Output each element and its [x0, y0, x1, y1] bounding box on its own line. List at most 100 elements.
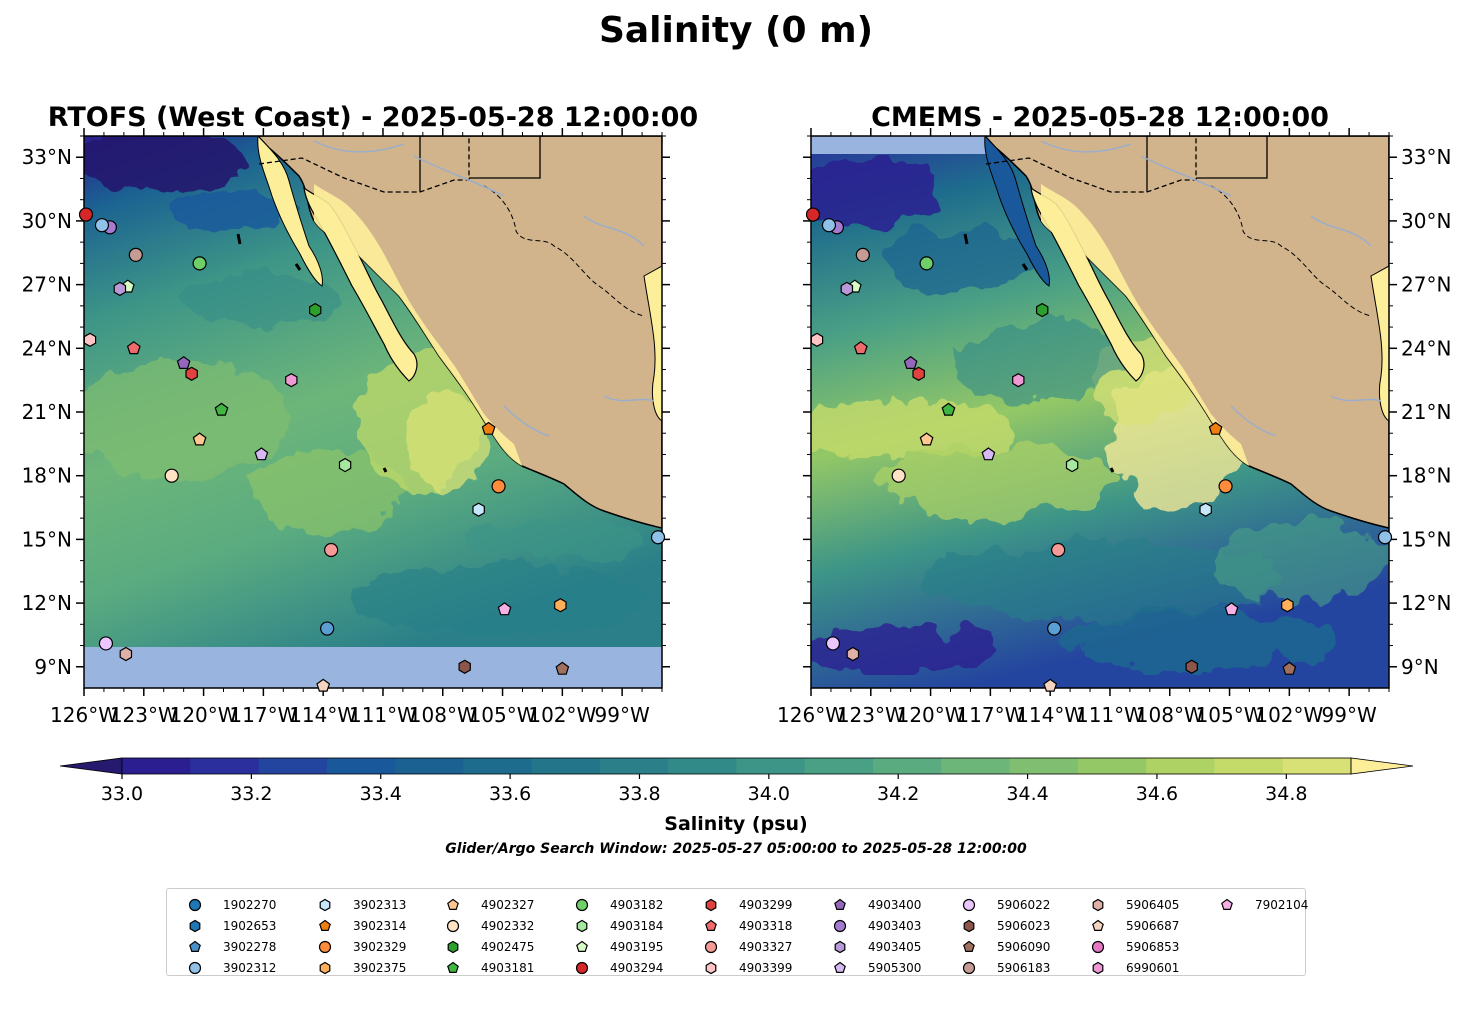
float-marker [1282, 661, 1297, 675]
left-map-title: RTOFS (West Coast) - 2025-05-28 12:00:00 [48, 102, 698, 133]
float-marker [176, 355, 191, 369]
float-marker [1043, 678, 1058, 692]
legend-entry: 5906183 [951, 957, 1050, 978]
nodata-band [811, 136, 991, 154]
float-marker [840, 281, 854, 297]
float-marker [805, 207, 821, 222]
legend-marker [1092, 898, 1104, 911]
lon-tick-label: 117°W [956, 703, 1024, 727]
legend-column: 4903400 4903403 4903405 5905300 [822, 894, 921, 978]
pentagon-marker-icon [447, 898, 459, 910]
legend-label: 4903399 [739, 960, 793, 975]
legend-label: 4903405 [868, 939, 922, 954]
legend-marker [962, 961, 976, 974]
legend-column: 5906022 5906023 5906090 5906183 [951, 894, 1050, 978]
colorbar-tick-label: 34.8 [1265, 783, 1307, 805]
legend-entry: 4903184 [564, 915, 663, 936]
colorbar-segment [1282, 758, 1352, 774]
lat-tick-label: 18°N [1401, 464, 1451, 488]
legend-entry: 3902375 [307, 957, 406, 978]
legend-column: 5906405 5906687 5906853 6990601 [1080, 894, 1179, 978]
float-marker [919, 256, 934, 271]
legend-marker [834, 961, 846, 973]
hexagon-marker-icon [1092, 961, 1104, 974]
lon-tick-label: 111°W [1076, 703, 1144, 727]
float-marker [903, 355, 918, 369]
lon-tick-label: 123°W [110, 703, 178, 727]
legend-label: 4903299 [739, 897, 793, 912]
legend-marker [705, 961, 717, 974]
float-marker [309, 302, 322, 318]
lat-tick-label: 27°N [1401, 273, 1451, 297]
legend-entry: 4903195 [564, 936, 663, 957]
float-marker [338, 457, 352, 473]
legend-marker [963, 940, 975, 952]
float-marker [78, 207, 94, 222]
legend-marker [319, 919, 331, 931]
legend-entry: 5905300 [822, 957, 921, 978]
colorbar-tick-label: 34.0 [748, 783, 790, 805]
legend-entry: 1902270 [177, 894, 276, 915]
float-marker [192, 432, 207, 446]
lon-tick-label: 114°W [289, 703, 357, 727]
colorbar-segment [736, 758, 806, 774]
colorbar-segment [668, 758, 737, 774]
float-marker [128, 247, 143, 262]
legend-label: 4903182 [610, 897, 664, 912]
legend-label: 3902314 [353, 918, 407, 933]
legend-label: 1902653 [223, 918, 277, 933]
legend-entry: 5906687 [1080, 915, 1179, 936]
legend-marker [189, 940, 201, 952]
float-marker [126, 341, 141, 355]
lat-tick-label: 18°N [22, 464, 72, 488]
float-marker [981, 447, 996, 461]
float-marker [1281, 598, 1294, 613]
search-window-note: Glider/Argo Search Window: 2025-05-27 05… [445, 841, 1027, 857]
float-marker [855, 247, 870, 262]
float-marker [821, 218, 837, 233]
lat-tick-label: 15°N [22, 527, 72, 551]
float-marker [554, 598, 567, 613]
circle-marker-icon [704, 940, 718, 953]
legend-marker [188, 898, 202, 911]
float-marker [919, 432, 934, 446]
legend-label: 5906687 [1126, 918, 1180, 933]
lon-tick-label: 114°W [1016, 703, 1084, 727]
legend-label: 5906405 [1126, 897, 1180, 912]
colorbar-segment [1009, 758, 1079, 774]
legend-entry: 5906090 [951, 936, 1050, 957]
legend-marker [1221, 898, 1233, 910]
legend-marker [575, 898, 589, 911]
pentagon-marker-icon [1092, 919, 1104, 931]
legend-entry: 3902312 [177, 957, 276, 978]
lat-tick-label: 30°N [1401, 209, 1451, 233]
lon-tick-label: 99°W [595, 703, 650, 727]
legend-marker [705, 898, 717, 911]
legend-entry: 5906023 [951, 915, 1050, 936]
float-marker [83, 332, 97, 347]
float-marker [254, 447, 269, 461]
lon-tick-label: 99°W [1322, 703, 1377, 727]
legend-marker [1092, 919, 1104, 931]
legend-column: 4902327 4902332 4902475 4903181 [435, 894, 534, 978]
legend-marker [1091, 940, 1105, 953]
pentagon-marker-icon [705, 919, 717, 931]
legend-entry: 4903327 [693, 936, 792, 957]
legend-entry: 4902332 [435, 915, 534, 936]
legend-marker [704, 940, 718, 953]
legend-label: 5906023 [997, 918, 1051, 933]
legend-marker [188, 961, 202, 974]
legend-entry: 4903399 [693, 957, 792, 978]
legend-entry: 4902327 [435, 894, 534, 915]
legend-marker [705, 919, 717, 931]
salinity-swirls [84, 136, 650, 635]
colorbar-segment [258, 758, 328, 774]
colorbar-segment [941, 758, 1011, 774]
colorbar-tick-label: 33.0 [101, 783, 143, 805]
legend-marker [319, 961, 331, 974]
circle-marker-icon [962, 898, 976, 911]
circle-marker-icon [188, 898, 202, 911]
float-marker [853, 341, 868, 355]
legend-label: 4903181 [481, 960, 535, 975]
